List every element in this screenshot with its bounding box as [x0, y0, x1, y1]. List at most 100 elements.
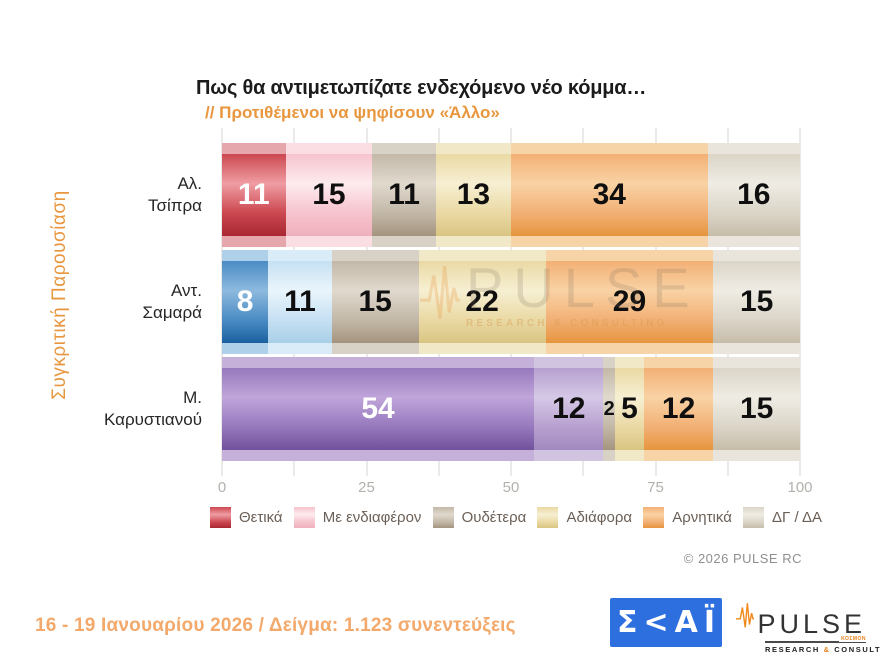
segment-value: 29	[612, 285, 647, 318]
bar-segment-orange: 29	[545, 250, 714, 354]
bar-segment-core: 34	[511, 154, 708, 236]
bar-segment-core: 12	[534, 368, 604, 450]
pulse-waveform-icon	[736, 603, 755, 628]
pulse-tagline-right: CONSULTING	[834, 645, 880, 654]
bar-segment-orange: 34	[511, 143, 708, 247]
pulse-logo-rule: ΚΟΣΜΟΝ	[765, 636, 866, 643]
bar-segment-core: 15	[331, 261, 419, 343]
chart-title: Πως θα αντιμετωπίζατε ενδεχόμενο νέο κόμ…	[196, 77, 647, 99]
segment-value: 11	[237, 178, 270, 211]
bar-row: 11 15 11 13 34 16	[222, 143, 800, 247]
pulse-tagline-amp: &	[823, 645, 831, 654]
pulse-tagline-left: RESEARCH	[765, 645, 824, 654]
bar-segment-taupe: 2	[603, 357, 616, 461]
bar-segment-core: 5	[615, 368, 644, 450]
bar-segment-core: 15	[285, 154, 373, 236]
bar-segment-core: 29	[545, 261, 714, 343]
legend-label: Με ενδιαφέρον	[322, 509, 422, 526]
x-axis: 0 25 50 75 100	[218, 479, 813, 499]
pulse-logo-small-text: ΚΟΣΜΟΝ	[839, 636, 866, 642]
bar-row: 54 12 2 5 12 15	[222, 357, 800, 461]
bar-segment-beige: 22	[418, 250, 546, 354]
segment-value: 22	[465, 285, 499, 318]
segment-value: 12	[552, 392, 586, 425]
legend-item: Με ενδιαφέρον	[293, 507, 422, 528]
row-label: Αλ. Τσίπρα	[147, 173, 202, 215]
bar-segment-pink: 15	[285, 143, 373, 247]
segment-value: 54	[361, 392, 395, 425]
legend-label: Ουδέτερα	[461, 509, 527, 526]
bar-segment-core: 16	[707, 154, 800, 236]
bar-segment-gray: 15	[713, 250, 800, 354]
legend-item: Αρνητικά	[643, 507, 732, 528]
bar-segment-red: 11	[222, 143, 286, 247]
bar-segment-beige: 13	[435, 143, 511, 247]
bar-segment-core: 8	[222, 261, 269, 343]
legend-item: ΔΓ / ΔΑ	[743, 507, 822, 528]
x-tick-label: 25	[358, 479, 375, 496]
legend-label: Θετικά	[239, 509, 283, 526]
bar-segment-core: 22	[418, 261, 546, 343]
bar-segment-core: 11	[372, 154, 436, 236]
legend-item: Ουδέτερα	[432, 507, 527, 528]
legend-swatch-red	[210, 507, 231, 528]
segment-value: 15	[358, 285, 392, 318]
legend-swatch-orange	[643, 507, 665, 528]
legend-label: Αδιάφορα	[566, 509, 633, 526]
gridline	[799, 128, 801, 476]
bar-segment-core: 54	[222, 368, 535, 450]
legend-swatch-gray	[743, 507, 765, 528]
chart-subtitle: // Προτιθέμενοι να ψηφίσουν «Άλλο»	[205, 103, 500, 122]
segment-value: 16	[737, 178, 771, 211]
segment-value: 11	[388, 178, 420, 211]
segment-value: 15	[739, 285, 774, 318]
bar-segment-core: 11	[268, 261, 332, 343]
legend-item: Αδιάφορα	[537, 507, 632, 528]
bar-segment-core: 2	[603, 368, 616, 450]
segment-value: 34	[592, 178, 626, 211]
x-tick-label: 50	[502, 479, 520, 496]
bar-segment-core: 15	[713, 261, 800, 343]
legend-item: Θετικά	[210, 507, 283, 528]
copyright: © 2026 PULSE RC	[683, 551, 802, 566]
bar-segment-purple: 54	[222, 357, 535, 461]
pulse-logo-brand: PULSE	[757, 609, 866, 639]
segment-value: 8	[236, 285, 254, 318]
footer-note: 16 - 19 Ιανουαρίου 2026 / Δείγμα: 1.123 …	[35, 615, 516, 636]
segment-value: 15	[312, 178, 346, 211]
legend-swatch-pink	[293, 507, 315, 528]
pulse-logo: PULSE ΚΟΣΜΟΝ RESEARCH & CONSULTING	[736, 594, 880, 654]
segment-value: 13	[456, 178, 491, 211]
legend-label: ΔΓ / ΔΑ	[772, 509, 822, 526]
stacked-bar-plot: 11 15 11 13 34 16 8 11 15 22 29 15 54 12 2 5 12 15 PULSE …	[221, 128, 801, 476]
row-label: Μ. Καρυστιανού	[104, 387, 202, 429]
segment-value: 5	[621, 392, 638, 425]
legend: Θετικά Με ενδιαφέρον Ουδέτερα Αδιάφορα Αρνητ…	[210, 507, 822, 528]
x-tick-label: 100	[787, 479, 813, 496]
bar-segment-gray: 16	[707, 143, 800, 247]
legend-label: Αρνητικά	[672, 509, 732, 526]
row-label: Αντ. Σαμαρά	[142, 280, 202, 322]
bar-segment-core: 15	[713, 368, 800, 450]
bar-row: 8 11 15 22 29 15	[222, 250, 800, 354]
pulse-logo-tagline: RESEARCH & CONSULTING	[765, 645, 880, 654]
legend-swatch-beige	[537, 507, 559, 528]
x-tick-label: 0	[217, 479, 227, 496]
x-tick-label: 75	[647, 479, 664, 496]
bar-segment-gray: 15	[713, 357, 800, 461]
skai-logo: Σ<ΑΪ	[610, 598, 722, 647]
bar-segment-lightpurple: 12	[534, 357, 604, 461]
bar-segment-taupe: 11	[372, 143, 436, 247]
segment-value: 11	[284, 285, 316, 318]
pulse-logo-top: PULSE	[736, 594, 866, 638]
segment-value: 12	[661, 392, 696, 425]
bar-segment-taupe: 15	[331, 250, 419, 354]
bar-segment-core: 12	[643, 368, 714, 450]
legend-swatch-taupe	[432, 507, 454, 528]
row-labels: Αλ. Τσίπρα Αντ. Σαμαρά Μ. Καρυστιανού	[40, 128, 212, 476]
bar-segment-blue: 8	[222, 250, 269, 354]
bar-segment-beige: 5	[615, 357, 644, 461]
segment-value: 2	[603, 398, 615, 420]
bar-segment-core: 13	[435, 154, 511, 236]
